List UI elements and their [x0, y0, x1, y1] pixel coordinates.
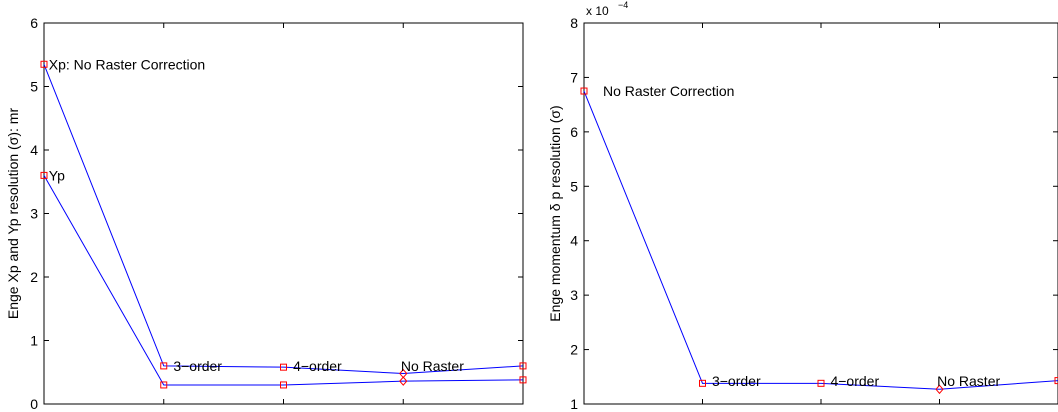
data-point-square	[160, 362, 168, 370]
series-line-2	[43, 175, 524, 386]
y-tick-label: 0	[30, 396, 38, 412]
annotation-label: Xp: No Raster Correction	[49, 56, 205, 72]
y-tick-label: 1	[30, 333, 38, 349]
data-point-square	[519, 376, 527, 384]
annotation-label: No Raster	[937, 373, 1000, 389]
chart-panel-left: 0 1 2 3 4 5 6 Enge Xp and Yp resolution (σ): mr…	[5, 15, 527, 412]
data-point-square	[519, 362, 527, 370]
annotation-label: 4−order	[830, 373, 879, 389]
data-point-square	[40, 60, 48, 68]
annotation-label: Yp	[49, 167, 65, 183]
annotation-label: No Raster Correction	[603, 83, 735, 99]
data-point-square	[40, 171, 48, 179]
data-point-square	[1054, 377, 1058, 385]
annotation-label: 4−order	[293, 358, 342, 374]
annotation-label: 3−order	[712, 373, 761, 389]
data-point-square	[580, 87, 588, 95]
data-point-square	[160, 381, 168, 389]
data-point-square	[699, 379, 706, 387]
y-tick-label: 2	[570, 342, 578, 358]
series-line-1	[583, 90, 1058, 390]
data-point-square	[817, 379, 825, 387]
chart-panel-right: 1 2 3 4 5 6 7 8 Enge momentum δ p resolution (σ)…	[547, 0, 1058, 412]
y-tick-label: 1	[570, 396, 578, 412]
y-tick-label: 4	[30, 142, 38, 158]
y-exponent-power: −4	[618, 0, 628, 10]
y-tick-label: 3	[570, 287, 578, 303]
annotation-label: 3−order	[173, 358, 222, 374]
y-tick-label: 8	[570, 15, 578, 31]
data-point-square	[280, 363, 287, 371]
y-tick-label: 5	[570, 178, 578, 194]
y-exponent-label: x 10	[586, 4, 609, 18]
y-tick-label: 5	[30, 79, 38, 95]
series-line-1	[43, 64, 524, 375]
y-axis-label: Enge momentum δ p resolution (σ)	[547, 105, 563, 321]
plot-area-frame	[583, 22, 1058, 405]
y-axis-label: Enge Xp and Yp resolution (σ): mr	[5, 108, 21, 320]
y-tick-label: 6	[570, 124, 578, 140]
plot-area-frame	[43, 22, 524, 405]
annotation-label: No Raster	[401, 358, 464, 374]
y-tick-label: 6	[30, 15, 38, 31]
data-point-diamond	[935, 384, 944, 395]
data-point-diamond	[399, 376, 408, 386]
y-tick-label: 7	[570, 69, 578, 85]
y-tick-label: 3	[30, 206, 38, 222]
y-tick-label: 2	[30, 269, 38, 285]
data-point-square	[280, 381, 287, 389]
y-tick-label: 4	[570, 233, 578, 249]
